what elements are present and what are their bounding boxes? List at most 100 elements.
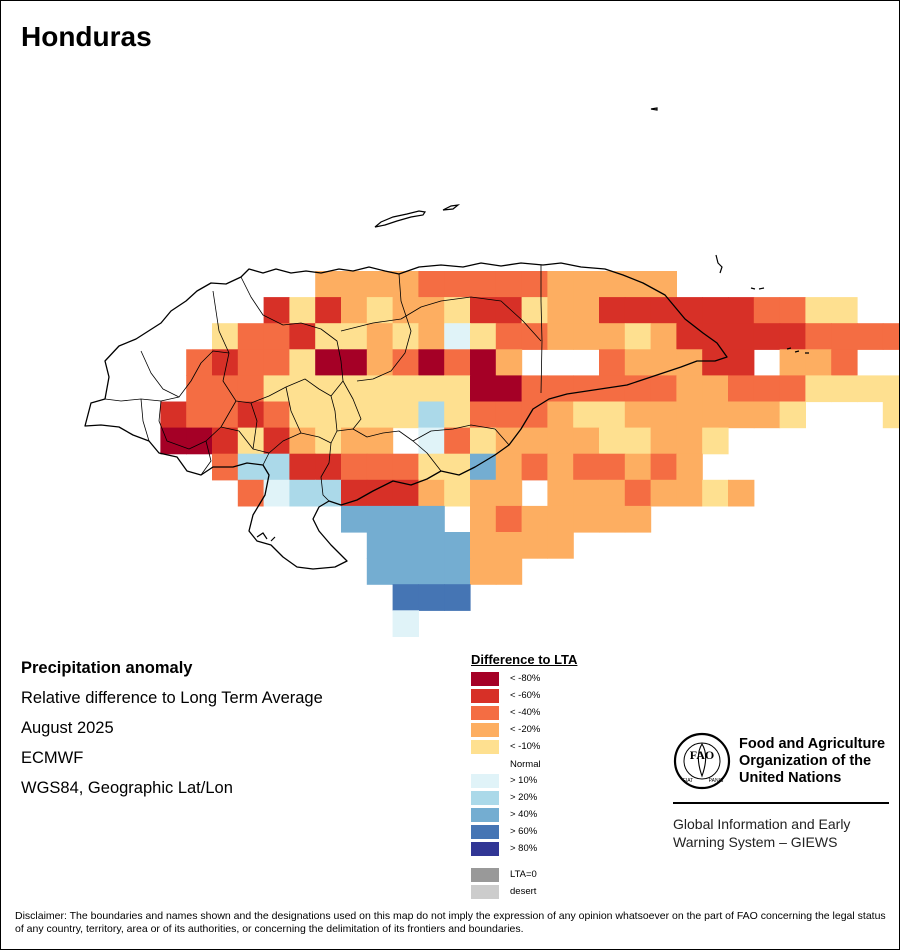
fao-name-line-1: Food and Agriculture: [739, 736, 886, 752]
grid-cell: [366, 532, 394, 559]
admin-boundaries: [104, 265, 543, 502]
grid-cell: [495, 297, 523, 324]
grid-cell: [444, 453, 471, 481]
grid-cell: [392, 532, 419, 559]
legend-swatch: [471, 825, 499, 839]
grid-cell: [805, 349, 832, 376]
grid-cell: [470, 349, 497, 376]
grid-cell: [212, 427, 239, 455]
grid-cell: [341, 323, 368, 350]
legend-label: Normal: [510, 759, 541, 770]
grid-cell: [702, 401, 729, 429]
disclaimer: Disclaimer: The boundaries and names sho…: [15, 910, 886, 935]
grid-cell: [599, 271, 626, 298]
grid-cell: [624, 323, 652, 350]
grid-cell: [366, 558, 394, 585]
grid-cell: [289, 453, 316, 481]
grid-cell: [341, 505, 368, 533]
info-line-2: August 2025: [21, 719, 114, 737]
grid-cell: [573, 453, 600, 481]
grid-cell: [624, 375, 652, 403]
svg-text:FIAT: FIAT: [683, 778, 693, 784]
grid-cell: [495, 271, 523, 298]
legend-label: LTA=0: [510, 869, 537, 880]
grid-cell: [341, 349, 368, 376]
legend-swatch: [471, 723, 499, 737]
grid-cell: [160, 427, 187, 455]
legend-label: desert: [510, 886, 537, 897]
grid-cell: [831, 349, 858, 376]
grid-cell: [341, 375, 368, 403]
grid-cell: [444, 375, 471, 403]
grid-cell: [599, 323, 626, 350]
grid-cell: [702, 427, 729, 455]
legend-label: < -60%: [510, 690, 541, 701]
legend-swatch: [471, 740, 499, 754]
grid-cell: [599, 505, 626, 533]
legend-swatch: [471, 842, 499, 856]
grid-cell: [392, 453, 419, 481]
grid-cell: [289, 401, 316, 429]
grid-cell: [753, 401, 781, 429]
grid-cell: [392, 323, 419, 350]
grid-cell: [444, 349, 471, 376]
grid-cell: [547, 427, 574, 455]
grid-cell: [779, 401, 806, 429]
legend-label: > 10%: [510, 775, 538, 786]
grid-cell: [779, 375, 806, 403]
country-border: [84, 262, 728, 570]
grid-cell: [650, 323, 677, 350]
grid-cell: [676, 479, 703, 507]
grid-cell: [624, 401, 652, 429]
grid-cell: [470, 558, 497, 585]
grid-cell: [418, 427, 445, 455]
grid-cell: [650, 375, 677, 403]
grid-cell: [341, 479, 368, 507]
grid-cell: [444, 297, 471, 324]
grid-cell: [753, 297, 781, 324]
grid-cell: [753, 323, 781, 350]
grid-cell: [728, 323, 755, 350]
grid-cell: [882, 401, 899, 429]
grid-cell: [289, 349, 316, 376]
info-heading: Precipitation anomaly: [21, 659, 193, 677]
grid-cell: [366, 453, 394, 481]
grid-cell: [444, 479, 471, 507]
grid-cell: [573, 505, 600, 533]
grid-cell: [624, 271, 652, 298]
grid-cell: [366, 427, 394, 455]
grid-cell: [495, 375, 523, 403]
grid-cell: [676, 323, 703, 350]
grid-cell: [315, 271, 342, 298]
grid-cell: [470, 297, 497, 324]
grid-cell: [237, 375, 265, 403]
legend-label: > 20%: [510, 792, 538, 803]
grid-cell: [263, 479, 290, 507]
grid-cell: [702, 479, 729, 507]
grid-cell: [418, 505, 445, 533]
grid-cell: [470, 323, 497, 350]
grid-cell: [882, 375, 899, 403]
giews-line-1: Global Information and Early: [673, 816, 851, 832]
grid-cell: [882, 323, 899, 350]
grid-cell: [315, 401, 342, 429]
grid-cell: [650, 453, 677, 481]
grid-cell: [753, 375, 781, 403]
grid-cell: [237, 323, 265, 350]
grid-cell: [521, 323, 548, 350]
legend-swatch: [471, 791, 499, 805]
grid-cell: [521, 375, 548, 403]
grid-cell: [444, 532, 471, 559]
grid-cell: [547, 271, 574, 298]
grid-cell: [573, 427, 600, 455]
map-info: Precipitation anomaly Relative differenc…: [21, 657, 323, 807]
precipitation-map: [84, 107, 899, 637]
grid-cell: [547, 532, 574, 559]
grid-cell: [521, 505, 548, 533]
grid-cell: [547, 401, 574, 429]
grid-cell: [779, 349, 806, 376]
grid-cell: [495, 323, 523, 350]
grid-cell: [470, 401, 497, 429]
grid-cell: [547, 323, 574, 350]
